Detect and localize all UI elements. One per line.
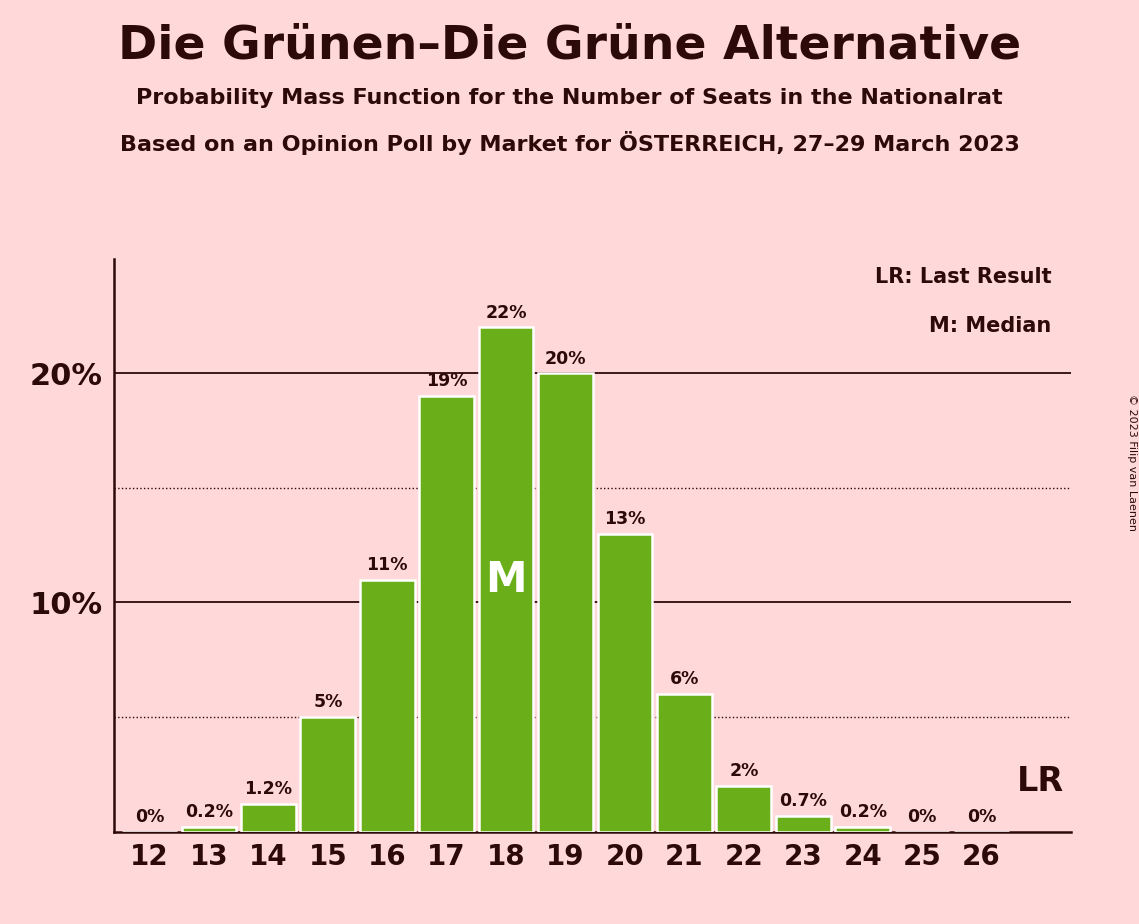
Bar <box>301 717 355 832</box>
Text: 22%: 22% <box>485 304 527 322</box>
Text: 0%: 0% <box>967 808 997 826</box>
Text: LR: LR <box>1017 765 1064 797</box>
Text: 19%: 19% <box>426 372 467 391</box>
Bar <box>241 804 296 832</box>
Bar <box>835 827 890 832</box>
Bar <box>539 373 593 832</box>
Text: 6%: 6% <box>670 671 699 688</box>
Bar <box>776 816 830 832</box>
Text: 0.7%: 0.7% <box>779 792 827 809</box>
Text: 13%: 13% <box>605 510 646 528</box>
Text: 0%: 0% <box>908 808 936 826</box>
Text: © 2023 Filip van Laenen: © 2023 Filip van Laenen <box>1126 394 1137 530</box>
Bar <box>419 396 474 832</box>
Text: 1.2%: 1.2% <box>245 781 293 798</box>
Text: Probability Mass Function for the Number of Seats in the Nationalrat: Probability Mass Function for the Number… <box>137 88 1002 108</box>
Text: Based on an Opinion Poll by Market for ÖSTERREICH, 27–29 March 2023: Based on an Opinion Poll by Market for Ö… <box>120 131 1019 155</box>
Text: 20%: 20% <box>544 349 587 368</box>
Bar <box>716 785 771 832</box>
Text: 2%: 2% <box>729 762 759 780</box>
Bar <box>181 827 236 832</box>
Text: M: Median: M: Median <box>929 316 1051 336</box>
Text: 0.2%: 0.2% <box>838 803 886 821</box>
Text: Die Grünen–Die Grüne Alternative: Die Grünen–Die Grüne Alternative <box>118 23 1021 68</box>
Text: LR: Last Result: LR: Last Result <box>875 267 1051 287</box>
Bar <box>478 327 533 832</box>
Bar <box>360 579 415 832</box>
Bar <box>657 694 712 832</box>
Text: M: M <box>485 558 527 601</box>
Text: 11%: 11% <box>367 556 408 574</box>
Text: 0%: 0% <box>134 808 164 826</box>
Text: 0.2%: 0.2% <box>185 803 233 821</box>
Text: 5%: 5% <box>313 693 343 711</box>
Bar <box>598 534 653 832</box>
